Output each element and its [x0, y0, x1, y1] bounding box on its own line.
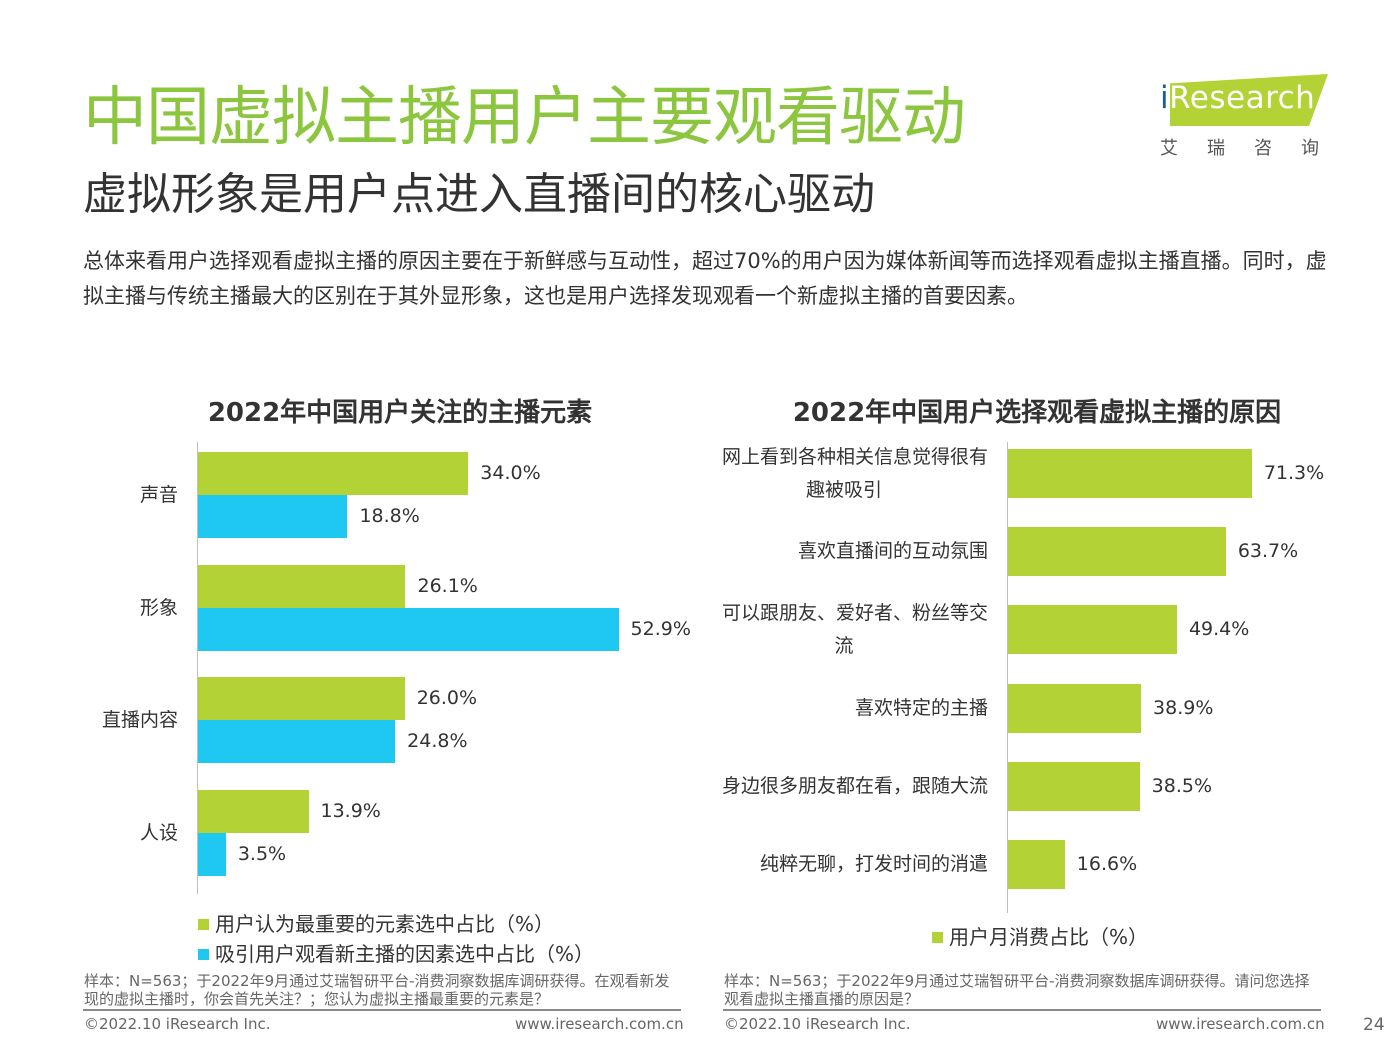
left-legend-item-1: 用户认为最重要的元素选中占比（%） [198, 908, 554, 937]
left-legend-label-2: 吸引用户观看新主播的因素选中占比（%） [215, 942, 595, 966]
right-value-label: 63.7% [1237, 540, 1299, 563]
logo-brand: iResearch [1160, 80, 1315, 116]
right-value-label: 71.3% [1263, 462, 1325, 484]
right-category-label: 网上看到各种相关信息觉得很有趣被吸引 [700, 441, 988, 507]
right-category-label-line: 网上看到各种相关信息觉得很有 [721, 445, 988, 468]
left-bar [198, 607, 619, 651]
left-bar [198, 495, 348, 538]
right-copyright: ©2022.10 iResearch Inc. [724, 1015, 911, 1033]
legend-swatch-blue [198, 949, 209, 960]
right-url[interactable]: www.iresearch.com.cn [1156, 1015, 1325, 1033]
right-category-label-line: 喜欢特定的主播 [854, 696, 988, 719]
right-category-label: 喜欢特定的主播 [700, 692, 988, 725]
right-bar [1008, 449, 1252, 498]
logo-brand-i: i [1160, 80, 1170, 116]
logo-brand-rest: Research [1169, 80, 1316, 116]
left-value-label: 18.8% [359, 505, 420, 527]
left-chart-axis [197, 442, 198, 894]
right-chart-title: 2022年中国用户选择观看虚拟主播的原因 [792, 398, 1282, 428]
page-number: 24 [1363, 1015, 1385, 1035]
left-value-label: 13.9% [320, 799, 381, 822]
left-value-label: 24.8% [407, 730, 468, 752]
right-chart-axis [1007, 442, 1008, 914]
right-category-label: 纯粹无聊，打发时间的消遣 [700, 848, 988, 881]
left-bar [198, 832, 226, 876]
right-legend-item-1: 用户月消费占比（%） [932, 921, 1148, 950]
right-legend-label-1: 用户月消费占比（%） [949, 925, 1149, 949]
right-category-label: 身边很多朋友都在看，跟随大流 [700, 770, 988, 803]
left-legend-item-2: 吸引用户观看新主播的因素选中占比（%） [198, 938, 594, 967]
left-value-label: 52.9% [630, 617, 691, 640]
right-bar [1008, 840, 1065, 889]
right-value-label: 16.6% [1076, 853, 1138, 875]
intro-paragraph: 总体来看用户选择观看虚拟主播的原因主要在于新鲜感与互动性，超过70%的用户因为媒… [83, 249, 1327, 308]
left-copyright: ©2022.10 iResearch Inc. [84, 1015, 271, 1033]
right-bar [1008, 683, 1142, 733]
left-chart-title: 2022年中国用户关注的主播元素 [207, 398, 593, 428]
left-bar [198, 452, 469, 495]
legend-swatch-green [198, 919, 209, 930]
left-category-label: 人设 [139, 821, 178, 844]
right-value-label: 49.4% [1188, 618, 1250, 641]
right-category-label: 可以跟朋友、爱好者、粉丝等交流 [700, 597, 988, 663]
right-bar [1008, 605, 1177, 655]
left-bar [198, 789, 309, 833]
left-category-label: 形象 [139, 596, 178, 619]
page-title: 中国虚拟主播用户主要观看驱动 [83, 81, 966, 155]
left-category-label: 声音 [139, 484, 178, 506]
right-category-label-line: 流 [834, 634, 854, 657]
left-legend-label-1: 用户认为最重要的元素选中占比（%） [215, 912, 555, 936]
iresearch-logo: iResearch 艾瑞咨询 [1156, 74, 1331, 164]
right-category-label: 喜欢直播间的互动氛围 [700, 535, 988, 568]
right-value-label: 38.9% [1153, 696, 1214, 719]
left-footer-rule [83, 1009, 681, 1011]
legend-swatch-green [932, 932, 943, 943]
left-value-label: 26.0% [416, 687, 478, 709]
right-value-label: 38.5% [1151, 774, 1213, 797]
page-subtitle: 虚拟形象是用户点进入直播间的核心驱动 [83, 169, 875, 220]
left-bar [198, 564, 406, 608]
left-category-label: 直播内容 [101, 709, 178, 731]
left-bar [198, 720, 396, 763]
left-url[interactable]: www.iresearch.com.cn [515, 1015, 684, 1033]
right-bar [1008, 527, 1226, 577]
right-category-label-line: 纯粹无聊，打发时间的消遣 [759, 853, 988, 875]
left-bar [198, 677, 405, 720]
right-source-note: 样本：N=563；于2022年9月通过艾瑞智研平台-消费洞察数据库调研获得。请问… [724, 972, 1310, 1008]
left-value-label: 26.1% [417, 574, 478, 597]
right-category-label-line: 可以跟朋友、爱好者、粉丝等交 [721, 601, 988, 624]
logo-cn: 艾瑞咨询 [1160, 138, 1348, 159]
right-category-label-line: 喜欢直播间的互动氛围 [797, 540, 988, 563]
left-value-label: 3.5% [237, 842, 287, 865]
right-category-label-line: 身边很多朋友都在看，跟随大流 [721, 774, 988, 797]
right-category-label-line: 趣被吸引 [805, 478, 882, 501]
logo-tab-shape [1170, 74, 1328, 126]
right-bar [1008, 761, 1140, 811]
left-value-label: 34.0% [480, 462, 541, 484]
left-source-note: 样本：N=563；于2022年9月通过艾瑞智研平台-消费洞察数据库调研获得。在观… [84, 972, 670, 1008]
right-footer-rule [723, 1009, 1321, 1011]
